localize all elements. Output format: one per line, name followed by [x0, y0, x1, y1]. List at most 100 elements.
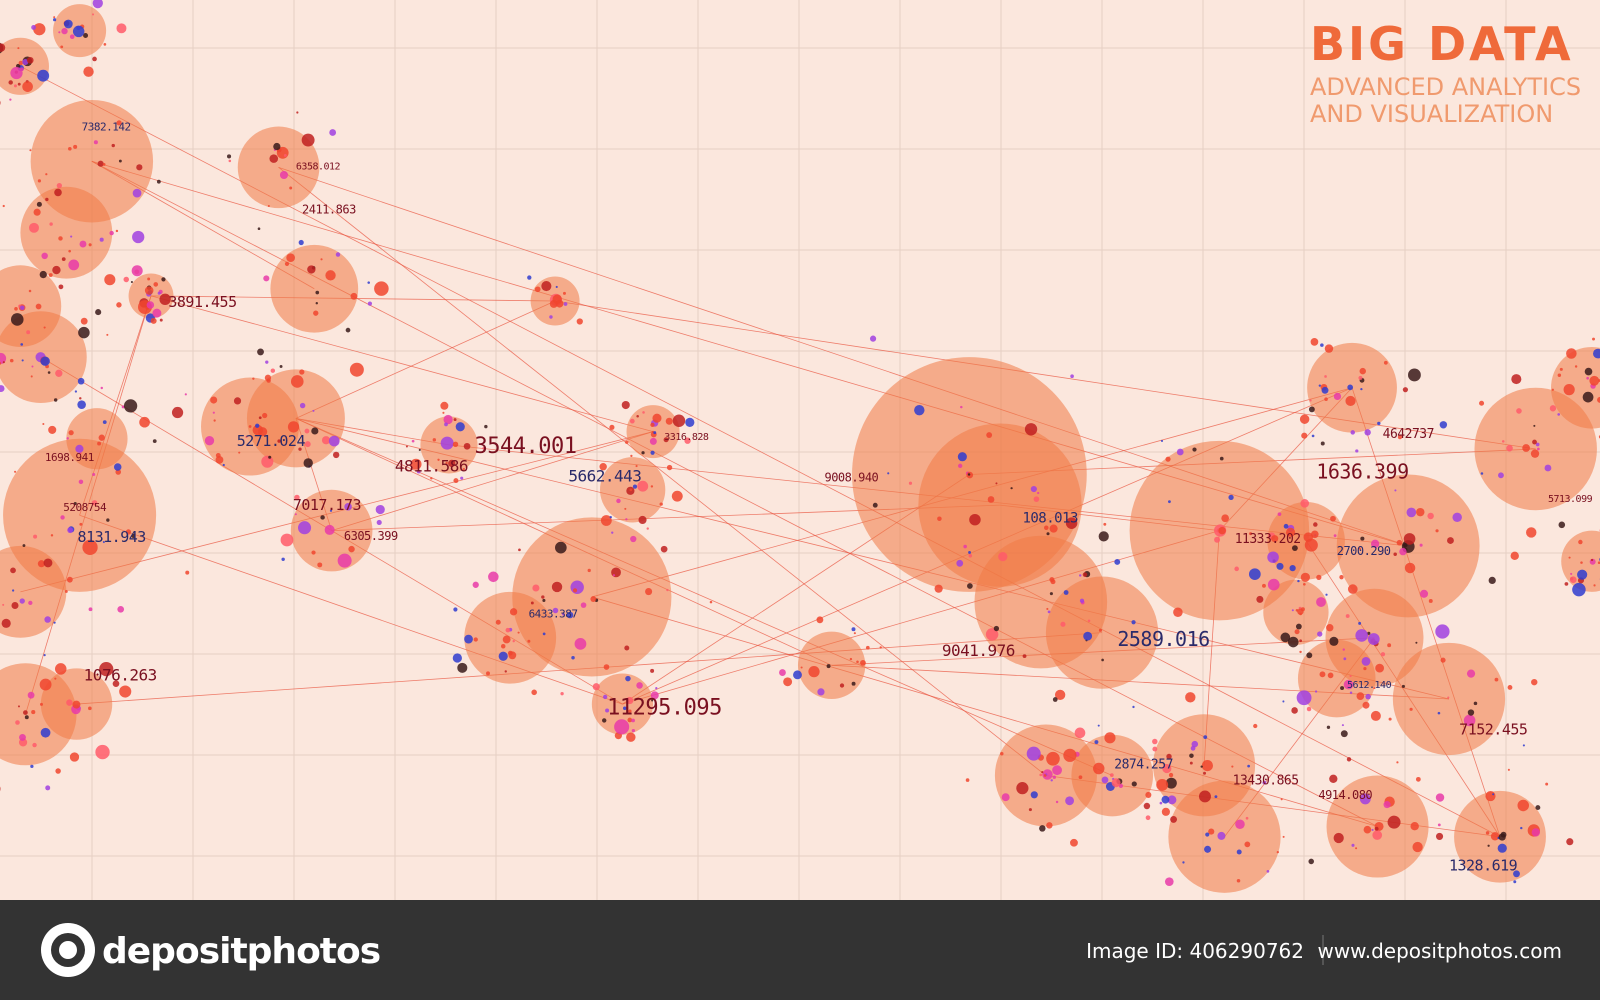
dot — [1111, 778, 1121, 788]
dot — [504, 670, 507, 673]
dot — [1501, 440, 1505, 443]
dot — [709, 600, 713, 604]
dot — [1447, 696, 1450, 699]
dot — [1580, 561, 1583, 564]
dot — [614, 719, 630, 735]
dot — [1049, 524, 1058, 533]
dot — [1160, 439, 1164, 442]
dot — [1406, 507, 1417, 518]
dot — [1557, 413, 1561, 416]
cluster — [1561, 530, 1600, 592]
dot — [628, 709, 632, 713]
dot — [307, 265, 316, 274]
title: BIG DATA — [1310, 17, 1574, 71]
dot — [69, 752, 80, 762]
dot — [960, 405, 963, 409]
dot — [914, 404, 925, 416]
dot — [1564, 582, 1569, 586]
dot — [1276, 562, 1284, 570]
dot — [1104, 732, 1116, 744]
dot — [111, 143, 115, 148]
dot — [1214, 536, 1221, 543]
dot — [1271, 535, 1279, 543]
dot — [462, 468, 466, 471]
dot — [629, 418, 635, 424]
dot — [103, 43, 107, 46]
dot — [411, 439, 415, 443]
dot — [1218, 526, 1226, 535]
dot — [463, 442, 471, 450]
dot — [27, 691, 35, 699]
dot — [1244, 841, 1251, 848]
dot — [1490, 832, 1500, 841]
dot — [1479, 400, 1485, 406]
dot — [1593, 584, 1596, 587]
dot — [671, 490, 683, 502]
value-label: 6433.387 — [529, 607, 578, 620]
dot — [1592, 337, 1596, 341]
dot — [649, 437, 657, 445]
dot — [621, 400, 630, 410]
dot — [1167, 795, 1177, 805]
dot — [1360, 536, 1365, 541]
dot — [14, 307, 18, 311]
dot — [312, 409, 315, 412]
value-label: 3891.455 — [168, 293, 236, 311]
dot — [1363, 825, 1372, 834]
dot — [1324, 397, 1328, 401]
dot — [1, 618, 11, 628]
dot — [56, 183, 62, 189]
dot — [60, 515, 65, 520]
dot — [1165, 777, 1177, 789]
dot — [1070, 374, 1074, 379]
dot — [969, 513, 981, 526]
value-label: 9008.940 — [824, 471, 878, 485]
dot — [1402, 542, 1408, 548]
dot — [299, 402, 306, 409]
dot — [1447, 537, 1454, 544]
dot — [1517, 799, 1529, 812]
dot — [117, 605, 125, 613]
dot — [650, 422, 655, 427]
dot — [80, 317, 88, 325]
dot — [49, 222, 53, 226]
dot — [1380, 652, 1386, 657]
dot — [967, 583, 973, 589]
dot — [508, 651, 517, 660]
dot — [332, 451, 340, 459]
cluster — [1392, 642, 1506, 756]
dot — [37, 560, 45, 568]
dot — [21, 359, 24, 362]
dot — [453, 607, 458, 612]
dot — [73, 501, 77, 506]
dot — [793, 670, 802, 680]
dot — [616, 498, 621, 504]
dot — [10, 567, 16, 574]
dot — [1361, 656, 1371, 666]
dot — [47, 371, 51, 374]
dot — [1393, 552, 1397, 556]
dot — [993, 625, 1000, 632]
dot — [1304, 538, 1318, 552]
dot — [74, 390, 78, 393]
dot — [1046, 822, 1053, 829]
dot — [1537, 447, 1540, 451]
dot — [298, 447, 302, 451]
dot — [1355, 629, 1368, 642]
dot — [1306, 706, 1312, 712]
dot — [1439, 421, 1448, 429]
dot — [1303, 582, 1306, 586]
dot — [2, 603, 5, 606]
dot — [1198, 790, 1211, 803]
dot — [136, 164, 143, 171]
dot — [663, 437, 669, 443]
dot — [104, 274, 116, 286]
dot — [66, 576, 73, 583]
dot — [72, 700, 81, 709]
cluster — [0, 37, 49, 95]
dot — [1132, 705, 1135, 709]
dot — [30, 375, 33, 378]
dot — [28, 289, 32, 293]
dot — [171, 406, 184, 419]
dot — [1375, 663, 1385, 673]
